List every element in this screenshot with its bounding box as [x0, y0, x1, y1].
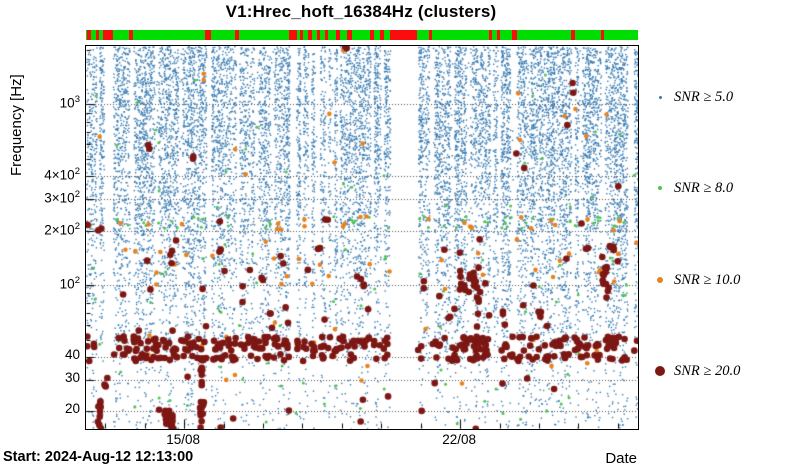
x-tick-label: 22/08 [442, 432, 477, 447]
status-segment-off [307, 30, 312, 40]
y-tick-label: 103 [59, 94, 80, 111]
status-segment-off [102, 30, 114, 40]
legend-marker-icon [657, 277, 663, 283]
status-segment-off [316, 30, 320, 40]
x-axis-title: Date [605, 450, 637, 467]
legend-marker-icon [658, 95, 662, 99]
status-segment-off [95, 30, 99, 40]
y-tick-label: 2×102 [44, 220, 80, 238]
status-segment-off [512, 30, 517, 40]
start-timestamp: Start: 2024-Aug-12 12:13:00 [3, 449, 194, 465]
legend-item: SNR ≥ 8.0 [652, 178, 733, 198]
legend-marker-icon [658, 186, 662, 190]
status-segment-off [570, 30, 575, 40]
status-segment-off [369, 30, 374, 40]
status-segment-off [87, 30, 92, 40]
legend-label: SNR ≥ 10.0 [674, 271, 741, 288]
status-segment-off [497, 30, 501, 40]
status-segment-off [128, 30, 134, 40]
status-segment-off [235, 30, 240, 40]
y-tick-label: 102 [59, 275, 80, 292]
y-tick-label: 4×102 [44, 166, 80, 183]
x-tick-label: 15/08 [166, 432, 201, 447]
legend-marker-icon [655, 366, 665, 376]
y-tick-label: 3×102 [44, 188, 80, 206]
y-tick-label: 30 [64, 369, 80, 385]
legend-label: SNR ≥ 20.0 [674, 362, 741, 379]
status-segment-off [489, 30, 493, 40]
y-tick-label: 20 [64, 401, 80, 417]
status-segment-off [429, 30, 433, 40]
y-tick-label: 40 [64, 347, 80, 363]
status-segment-off [347, 30, 352, 40]
plot-title: V1:Hrec_hoft_16384Hz (clusters) [225, 2, 497, 21]
legend-item: SNR ≥ 20.0 [652, 361, 740, 381]
legend-item: SNR ≥ 10.0 [652, 270, 740, 290]
status-segment-off [335, 30, 340, 40]
status-segment-off [600, 30, 605, 40]
status-segment-off [389, 30, 418, 40]
scatter-canvas [85, 45, 639, 430]
status-segment-off [205, 30, 212, 40]
status-segment-off [324, 30, 328, 40]
science-segments-bar [86, 30, 638, 40]
legend-item: SNR ≥ 5.0 [652, 87, 733, 107]
status-segment-off [288, 30, 297, 40]
status-segment-off [299, 30, 303, 40]
status-segment-off [380, 30, 385, 40]
legend-label: SNR ≥ 8.0 [674, 179, 734, 196]
legend-label: SNR ≥ 5.0 [674, 88, 734, 105]
